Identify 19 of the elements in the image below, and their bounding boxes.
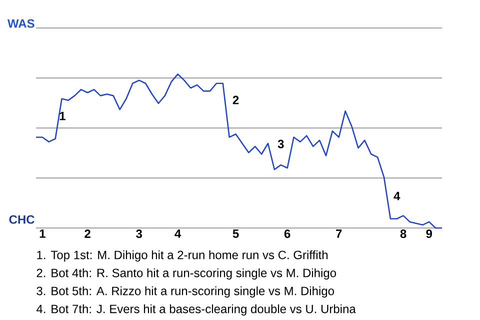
x-tick-label: 5 [232, 230, 239, 238]
x-tick-label: 3 [136, 230, 142, 238]
text: 2. Bot 4th: R. Santo hit a run-scoring single vs M. Dihigo [36, 268, 336, 280]
x-tick-label: 9 [426, 230, 432, 238]
text: 1. Top 1st: M. Dihigo hit a 2-run home run vs C. Griffith [37, 250, 328, 262]
x-tick-label: 6 [284, 230, 290, 238]
annotation: 1 [60, 112, 66, 120]
annotation: 2 [232, 96, 239, 104]
annotation: 3 [278, 140, 284, 148]
text: 4. Bot 7th: J. Evers hit a bases-clearing double vs U. Urbina [36, 304, 356, 316]
x-tick-label: 8 [400, 230, 406, 238]
annotation: 4 [394, 192, 400, 200]
x-tick-label: 2 [84, 230, 90, 238]
x-tick-label: 4 [174, 230, 182, 238]
x-tick-label: 1 [40, 230, 46, 238]
text: CHC [9, 215, 34, 224]
text: 3. Bot 5th: A. Rizzo hit a run-scoring single vs M. Dihigo [36, 286, 334, 298]
x-tick-label: 7 [336, 230, 342, 238]
text: WAS [7, 19, 34, 28]
